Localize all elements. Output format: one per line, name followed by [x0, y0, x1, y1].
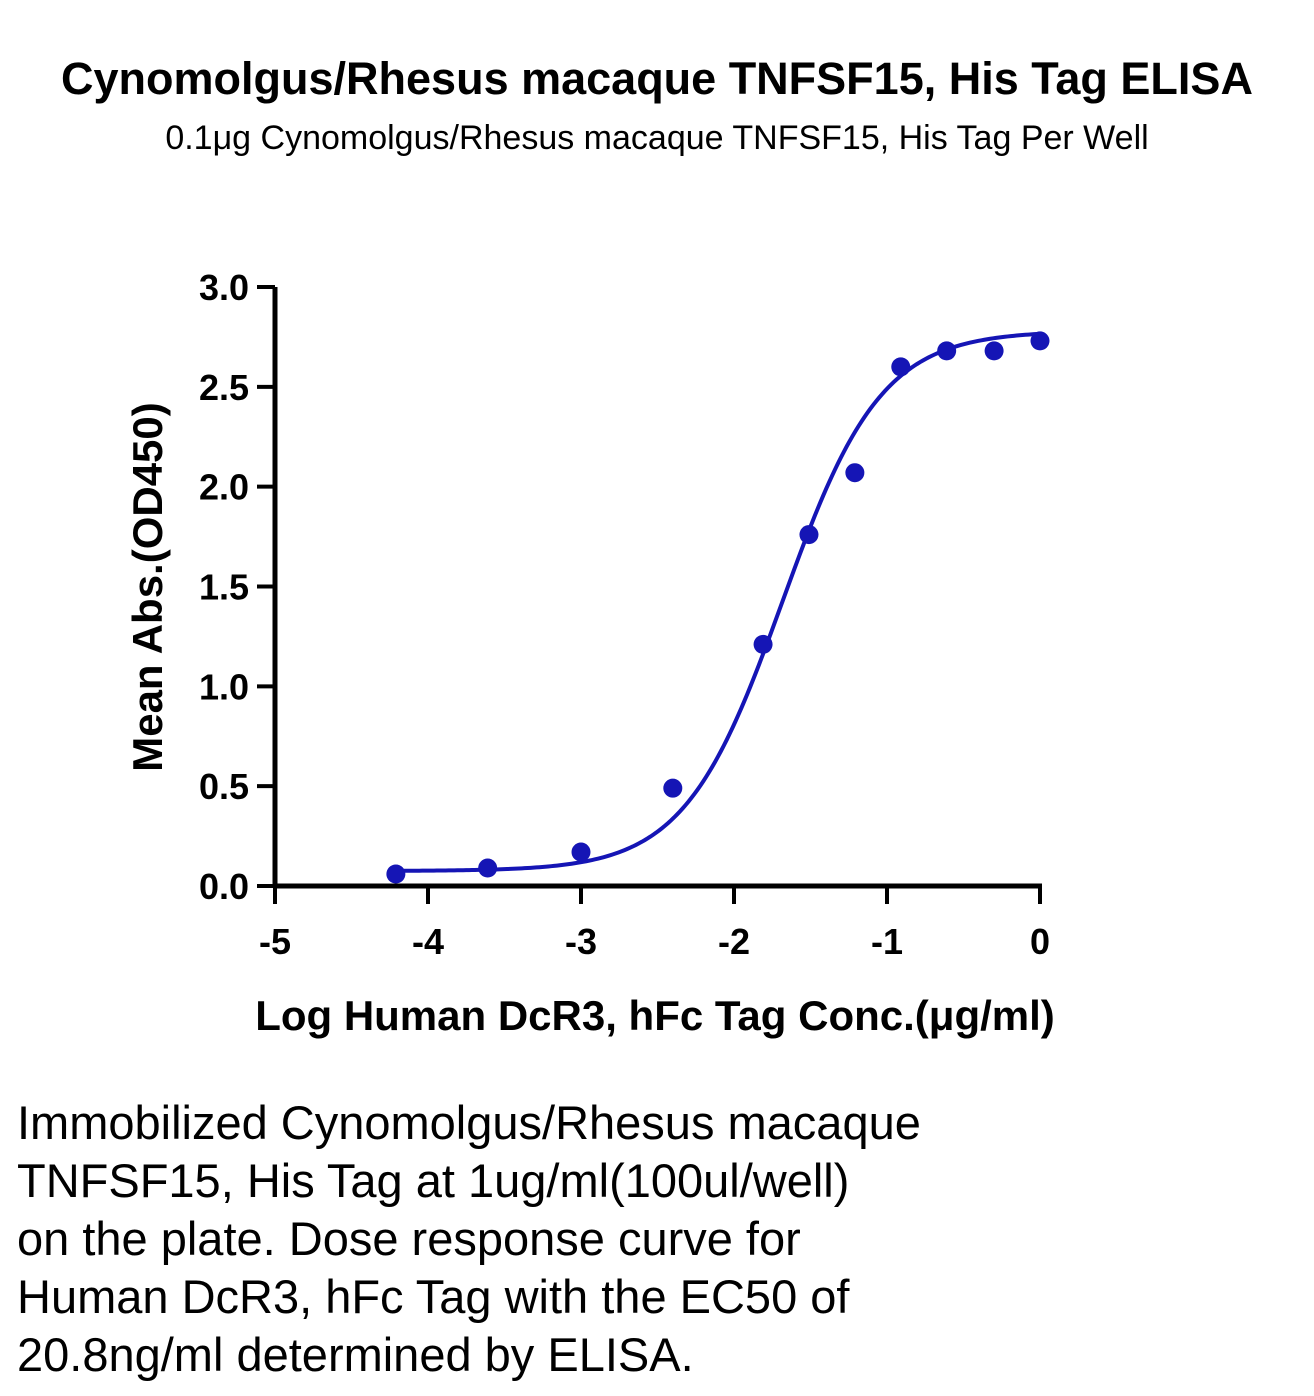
x-tick-label: -3 [565, 921, 597, 962]
data-point [1030, 331, 1050, 351]
caption-line: TNFSF15, His Tag at 1ug/ml(100ul/well) [17, 1154, 850, 1207]
chart-subtitle: 0.1μg Cynomolgus/Rhesus macaque TNFSF15,… [165, 119, 1149, 157]
data-point [386, 864, 406, 884]
data-points [386, 331, 1050, 884]
data-point [478, 858, 498, 878]
ticks: 0.0 0.5 1.0 1.5 2.0 2.5 3.0 -5 -4 -3 -2 -1 0 [199, 267, 1050, 962]
data-point [845, 463, 865, 483]
data-point [891, 357, 911, 377]
data-point [753, 634, 773, 654]
data-point [937, 341, 957, 361]
y-tick-label: 2.5 [199, 367, 249, 408]
y-tick-label: 2.0 [199, 467, 249, 508]
caption-line: Immobilized Cynomolgus/Rhesus macaque [17, 1096, 921, 1149]
elisa-chart: 0.0 0.5 1.0 1.5 2.0 2.5 3.0 -5 -4 -3 -2 -1 0 Mean Ab… [124, 267, 1055, 1039]
y-tick-label: 1.5 [199, 567, 249, 608]
caption-line: on the plate. Dose response curve for [17, 1212, 801, 1265]
x-axis-label: Log Human DcR3, hFc Tag Conc.(μg/ml) [255, 992, 1055, 1039]
fit-curve-group [395, 331, 1041, 873]
y-tick-label: 3.0 [199, 267, 249, 308]
y-tick-label: 0.0 [199, 866, 249, 907]
data-point [984, 341, 1004, 361]
y-tick-label: 1.0 [199, 666, 249, 707]
chart-title: Cynomolgus/Rhesus macaque TNFSF15, His T… [61, 53, 1253, 104]
x-tick-label: -5 [259, 921, 291, 962]
fit-curve [395, 331, 1041, 873]
x-tick-label: -4 [412, 921, 444, 962]
x-tick-label: -2 [718, 921, 750, 962]
x-tick-label: 0 [1030, 921, 1050, 962]
caption-line: 20.8ng/ml determined by ELISA. [17, 1328, 694, 1381]
data-point [571, 842, 591, 862]
caption: Immobilized Cynomolgus/Rhesus macaque TN… [17, 1094, 1137, 1384]
data-point [663, 778, 683, 798]
caption-line: Human DcR3, hFc Tag with the EC50 of [17, 1270, 850, 1323]
y-tick-label: 0.5 [199, 766, 249, 807]
axes [272, 287, 1042, 889]
x-tick-label: -1 [871, 921, 903, 962]
y-axis-label: Mean Abs.(OD450) [124, 402, 171, 772]
data-point [799, 525, 819, 545]
